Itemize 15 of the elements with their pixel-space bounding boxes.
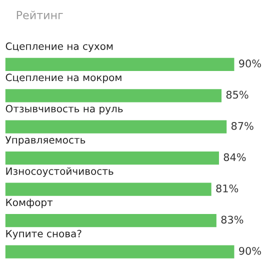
data-label: 90% [239, 246, 261, 255]
y-tick-label: Сцепление на сухом [6, 42, 113, 52]
data-label: 85% [226, 90, 248, 99]
chart-title: Рейтинг [16, 10, 63, 20]
data-label: 83% [221, 216, 244, 224]
data-label: 87% [231, 122, 254, 130]
data-label: 90% [239, 60, 261, 68]
y-tick-label: Купите снова? [6, 230, 82, 240]
y-tick-label: Отзывчивость на руль [6, 104, 123, 114]
data-label: 84% [224, 153, 246, 162]
y-tick-label: Износоустойчивость [6, 167, 114, 177]
y-tick-label: Комфорт [6, 198, 53, 208]
y-tick-label: Управляемость [5, 136, 86, 146]
y-tick-label: Сцепление на мокром [6, 74, 122, 84]
data-label: 81% [216, 184, 238, 192]
